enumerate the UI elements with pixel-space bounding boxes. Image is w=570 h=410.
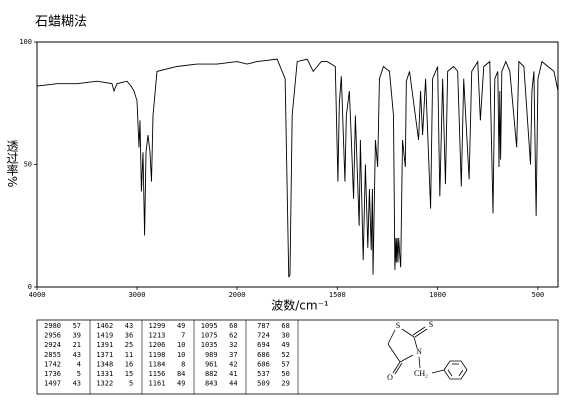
peak-wavenumber: 686 xyxy=(257,351,270,359)
peak-transmittance: 39 xyxy=(73,332,81,340)
peak-wavenumber: 843 xyxy=(205,380,218,388)
peak-transmittance: 15 xyxy=(125,370,133,378)
atom-label: S xyxy=(429,320,433,329)
peak-wavenumber: 509 xyxy=(257,380,270,388)
x-tick-label: 2000 xyxy=(229,291,246,299)
peak-transmittance: 30 xyxy=(281,332,289,340)
peak-transmittance: 37 xyxy=(229,351,237,359)
peak-wavenumber: 537 xyxy=(257,370,270,378)
peak-wavenumber: 1348 xyxy=(96,360,113,368)
peak-wavenumber: 606 xyxy=(257,360,270,368)
structure-bonds xyxy=(387,326,468,380)
peak-transmittance: 10 xyxy=(177,351,185,359)
peak-transmittance: 50 xyxy=(281,370,289,378)
peak-wavenumber: 694 xyxy=(257,341,270,349)
peak-wavenumber: 1184 xyxy=(149,360,166,368)
peak-wavenumber: 1161 xyxy=(149,380,166,388)
peak-transmittance: 5 xyxy=(77,370,81,378)
peak-transmittance: 57 xyxy=(73,322,81,330)
peak-transmittance: 62 xyxy=(229,332,237,340)
x-tick-label: 1000 xyxy=(429,291,446,299)
peak-wavenumber: 1095 xyxy=(201,322,218,330)
peak-wavenumber: 1035 xyxy=(201,341,218,349)
column-dividers xyxy=(89,320,299,394)
atom-label: N xyxy=(416,347,422,356)
peak-wavenumber: 1206 xyxy=(149,341,166,349)
peak-wavenumber: 1156 xyxy=(149,370,166,378)
atom-label: O xyxy=(387,373,393,382)
peak-wavenumber: 989 xyxy=(205,351,218,359)
plot-frame xyxy=(36,41,559,288)
peak-transmittance: 57 xyxy=(281,360,289,368)
peak-transmittance: 49 xyxy=(281,341,289,349)
x-tick-label: 1500 xyxy=(329,291,346,299)
peak-wavenumber: 1736 xyxy=(44,370,61,378)
atom-label: CH₂ xyxy=(414,369,428,378)
peak-wavenumber: 1075 xyxy=(201,332,218,340)
peak-transmittance: 49 xyxy=(177,380,185,388)
peak-transmittance: 25 xyxy=(125,341,133,349)
peak-wavenumber: 1322 xyxy=(96,380,113,388)
x-tick-label: 3000 xyxy=(129,291,146,299)
peak-transmittance: 8 xyxy=(181,360,185,368)
peak-transmittance: 44 xyxy=(229,380,237,388)
x-tick-label: 4000 xyxy=(29,291,46,299)
peak-wavenumber: 961 xyxy=(205,360,218,368)
peak-wavenumber: 1419 xyxy=(96,332,113,340)
peak-wavenumber: 1462 xyxy=(96,322,113,330)
peak-wavenumber: 787 xyxy=(257,322,270,330)
peak-transmittance: 36 xyxy=(125,332,133,340)
peak-transmittance: 52 xyxy=(281,351,289,359)
peak-wavenumber: 724 xyxy=(257,332,270,340)
peak-transmittance: 7 xyxy=(181,332,185,340)
peak-transmittance: 43 xyxy=(73,380,81,388)
peak-wavenumber: 882 xyxy=(205,370,218,378)
y-tick-label: 100 xyxy=(19,38,32,46)
peak-transmittance: 43 xyxy=(125,322,133,330)
peak-wavenumber: 1371 xyxy=(96,351,113,359)
peak-wavenumber: 1391 xyxy=(96,341,113,349)
peak-transmittance: 68 xyxy=(281,322,289,330)
peak-transmittance: 11 xyxy=(125,351,133,359)
peak-table-frame xyxy=(36,319,559,395)
peak-transmittance: 4 xyxy=(77,360,81,368)
peak-transmittance: 21 xyxy=(73,341,81,349)
peak-transmittance: 29 xyxy=(281,380,289,388)
peak-transmittance: 49 xyxy=(177,322,185,330)
spectrum-line xyxy=(36,58,559,278)
x-tick-label: 500 xyxy=(532,291,545,299)
peak-wavenumber: 2924 xyxy=(44,341,61,349)
peak-wavenumber: 1742 xyxy=(44,360,61,368)
x-axis-label: 波数/cm⁻¹ xyxy=(271,298,329,313)
peak-transmittance: 43 xyxy=(73,351,81,359)
peak-transmittance: 42 xyxy=(229,360,237,368)
y-tick-label: 50 xyxy=(24,161,32,169)
peak-transmittance: 32 xyxy=(229,341,237,349)
peak-wavenumber: 1331 xyxy=(96,370,113,378)
peak-transmittance: 16 xyxy=(125,360,133,368)
peak-transmittance: 84 xyxy=(177,370,185,378)
peak-transmittance: 41 xyxy=(229,370,237,378)
peak-wavenumber: 1198 xyxy=(149,351,166,359)
peak-wavenumber: 2855 xyxy=(44,351,61,359)
peak-transmittance: 5 xyxy=(129,380,133,388)
peak-wavenumber: 2956 xyxy=(44,332,61,340)
peak-wavenumber: 1497 xyxy=(44,380,61,388)
atom-label: S xyxy=(396,321,400,330)
peak-wavenumber: 2980 xyxy=(44,322,61,330)
peak-transmittance: 10 xyxy=(177,341,185,349)
peak-wavenumber: 1213 xyxy=(149,332,166,340)
peak-transmittance: 60 xyxy=(229,322,237,330)
y-tick-label: 0 xyxy=(28,283,32,291)
chart-title: 石蜡糊法 xyxy=(35,14,87,30)
y-axis-label: 透过率% xyxy=(5,140,19,188)
peak-wavenumber: 1299 xyxy=(149,322,166,330)
